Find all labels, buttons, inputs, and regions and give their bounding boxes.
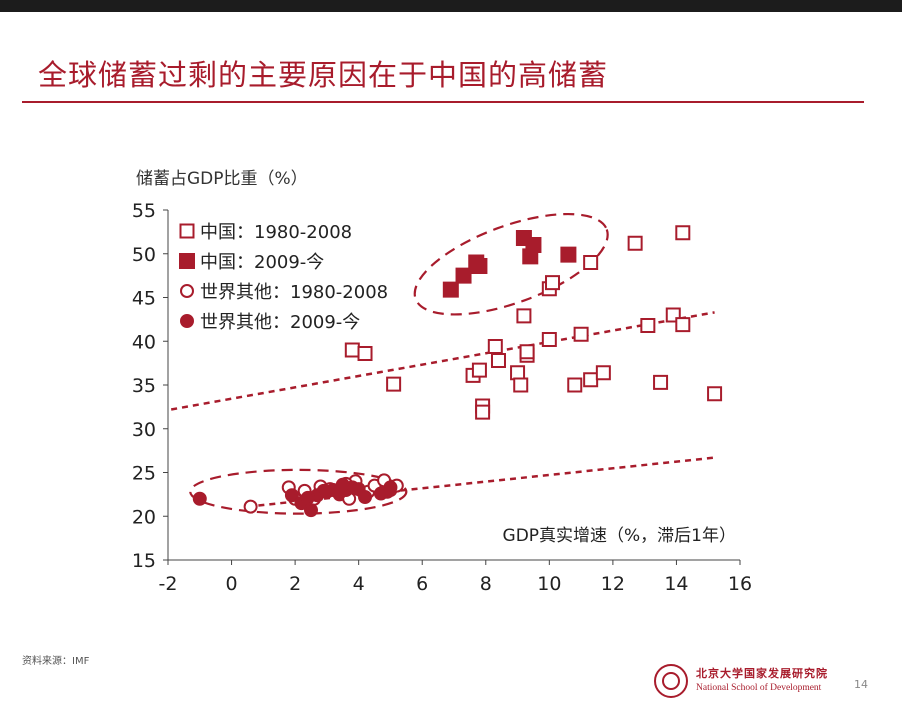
y-tick-label: 55 (132, 200, 156, 222)
y-tick-label: 50 (132, 244, 156, 266)
x-tick-label: 6 (416, 573, 428, 595)
legend-marker (180, 284, 194, 298)
data-point (304, 503, 318, 518)
data-point (627, 235, 643, 251)
data-point (243, 499, 258, 514)
x-tick-label: 12 (601, 573, 625, 595)
data-point (513, 377, 529, 393)
x-tick-label: 16 (728, 573, 752, 595)
data-point (516, 308, 532, 324)
highlight-ellipses (189, 212, 609, 515)
x-tick-label: 0 (226, 573, 238, 595)
data-point (573, 326, 589, 342)
x-axis-label: GDP真实增速（%，滞后1年） (503, 526, 736, 546)
x-tick-label: 2 (289, 573, 301, 595)
trend-lines (170, 311, 715, 508)
x-tick-label: 14 (664, 573, 688, 595)
logo-english-name: National School of Development (696, 683, 822, 693)
data-point (335, 477, 350, 492)
data-point (583, 255, 599, 270)
data-point (386, 376, 402, 392)
data-point (490, 353, 506, 368)
data-point (595, 365, 611, 381)
legend-marker (179, 223, 195, 239)
university-seal-icon (654, 664, 688, 698)
page-number: 14 (854, 678, 868, 691)
y-tick-label: 45 (132, 288, 156, 310)
data-point (442, 281, 459, 298)
source-note: 资料来源：IMF (22, 656, 90, 667)
data-point (319, 484, 334, 499)
data-point (675, 225, 691, 241)
data-point (300, 490, 315, 505)
data-point (344, 342, 360, 358)
data-point (545, 275, 561, 291)
y-tick-label: 15 (132, 550, 156, 572)
data-point (541, 332, 557, 347)
data-point (357, 346, 373, 361)
data-point (455, 267, 472, 284)
data-point (383, 480, 398, 495)
y-axis-label: 储蓄占GDP比重（%） (136, 169, 308, 189)
data-point (519, 344, 535, 360)
data-point (567, 377, 583, 393)
y-tick-label: 35 (132, 375, 156, 397)
data-point (560, 246, 577, 263)
slide-title: 全球储蓄过剩的主要原因在于中国的高储蓄 (38, 58, 609, 92)
legend-label: 世界其他：1980-2008 (200, 282, 388, 303)
trend-line (170, 311, 715, 411)
data-point (707, 386, 723, 402)
top-bar (0, 0, 902, 12)
y-tick-label: 25 (132, 463, 156, 485)
title-rule (22, 101, 864, 103)
x-tick-label: 8 (480, 573, 492, 595)
data-point (471, 362, 487, 378)
y-tick-label: 30 (132, 419, 156, 441)
data-point (487, 339, 503, 354)
institution-logo: 北京大学国家发展研究院 National School of Developme… (654, 664, 828, 698)
legend-label: 世界其他：2009-今 (200, 312, 360, 333)
data-point (510, 365, 526, 381)
legend-marker (179, 253, 195, 269)
data-point (358, 490, 373, 504)
legend-marker (180, 314, 194, 328)
data-point (675, 317, 691, 333)
highlight-ellipse (413, 212, 609, 316)
legend-label: 中国：1980-2008 (200, 222, 352, 243)
data-point (653, 374, 669, 390)
y-tick-label: 20 (132, 506, 156, 528)
highlight-ellipse (189, 468, 408, 515)
axes: 15 20 25 30 35 40 45 50 55 -2 0 2 4 6 8 10 12 14 16 (132, 200, 752, 595)
data-points (192, 225, 723, 518)
logo-chinese-name: 北京大学国家发展研究院 (696, 667, 828, 680)
x-tick-label: 10 (537, 573, 561, 595)
legend-label: 中国：2009-今 (200, 252, 324, 273)
y-tick-label: 40 (132, 331, 156, 353)
data-point (284, 488, 299, 503)
data-point (373, 486, 388, 501)
data-point (471, 258, 488, 274)
data-point (640, 318, 656, 333)
x-tick-label: 4 (353, 573, 365, 595)
x-tick-label: -2 (159, 573, 178, 595)
data-point (475, 404, 491, 420)
data-point (583, 372, 599, 388)
data-point (192, 491, 207, 506)
data-point (522, 248, 539, 265)
